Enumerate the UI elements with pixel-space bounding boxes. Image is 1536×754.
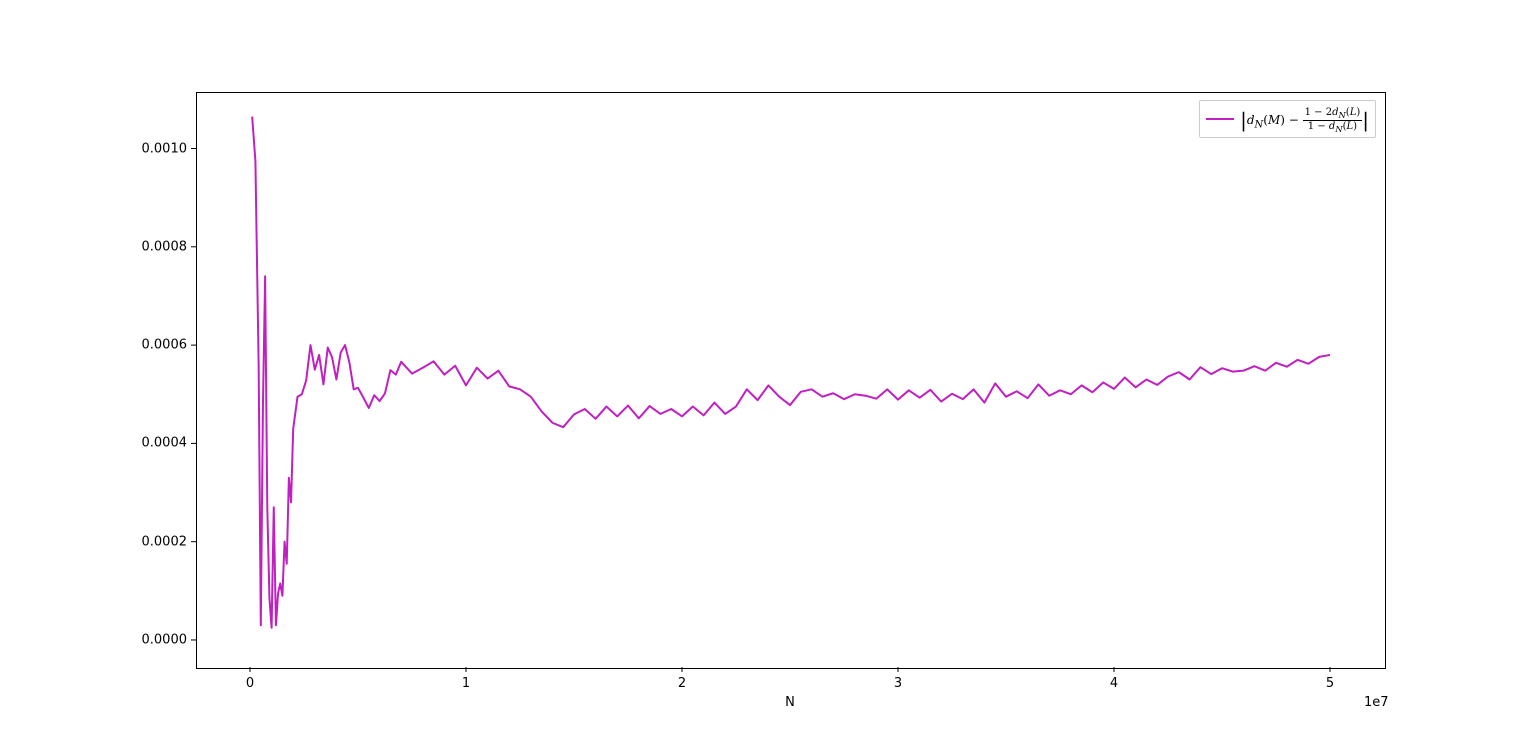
ytick-label: 0.0004 [142,436,188,451]
xtick-label: 3 [894,676,902,691]
x-axis-offset-text: 1e7 [1364,695,1389,710]
ytick-label: 0.0000 [142,632,188,647]
ytick-label: 0.0006 [142,338,188,353]
xtick-label: 4 [1110,676,1118,691]
ytick-label: 0.0010 [142,141,188,156]
ytick-label: 0.0008 [142,239,188,254]
figure: 0 1 2 3 4 5 0.0000 0.0002 0.0004 0.0006 0.0008 0.0… [0,0,1536,754]
xtick-label: 5 [1326,676,1334,691]
series-line [252,117,1330,628]
legend: |dN(M) − 1 − 2dN(L) 1 − dN(L) | [1199,100,1376,138]
ytick-label: 0.0002 [142,534,188,549]
legend-line-sample [1206,118,1234,120]
xtick-label: 1 [462,676,470,691]
xtick-label: 2 [678,676,686,691]
legend-label: |dN(M) − 1 − 2dN(L) 1 − dN(L) | [1240,105,1369,133]
xtick-label: 0 [246,676,254,691]
x-axis-label: N [785,695,795,710]
